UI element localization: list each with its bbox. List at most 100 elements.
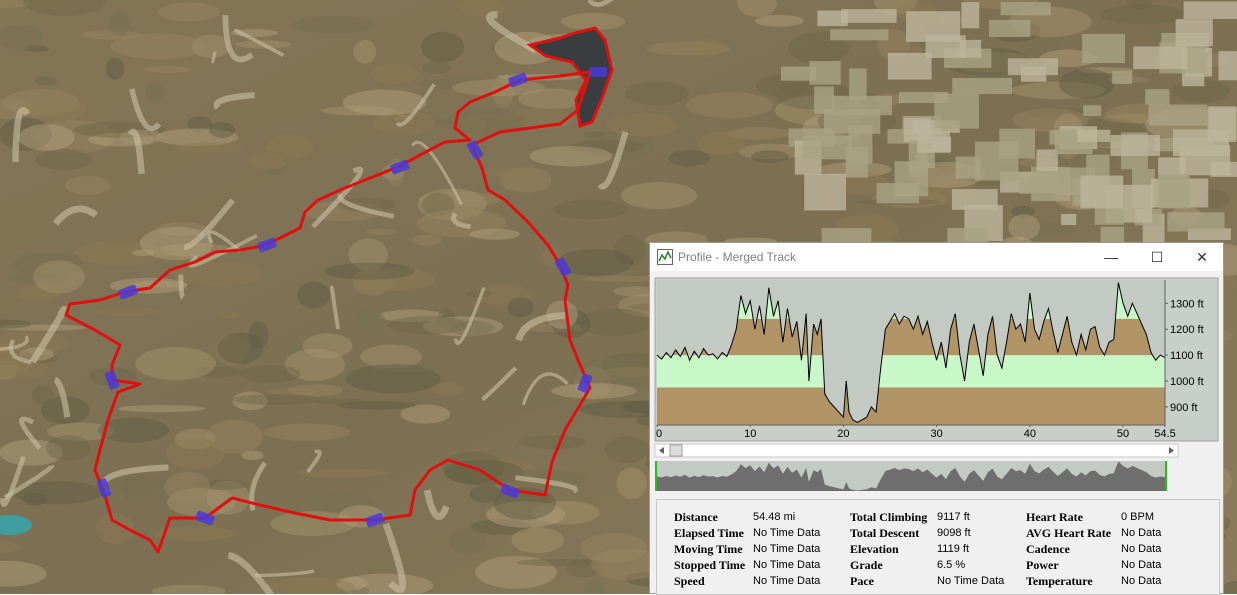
terrain-patch xyxy=(152,584,226,594)
terrain-patch xyxy=(154,526,236,541)
stat-label: Elevation xyxy=(850,542,899,556)
minimize-button[interactable]: — xyxy=(1104,249,1118,265)
farm-field xyxy=(1175,19,1213,47)
direction-arrow xyxy=(257,237,277,253)
terrain-patch xyxy=(157,2,221,22)
terrain-patch xyxy=(132,249,155,257)
terrain-patch xyxy=(590,548,664,581)
valley xyxy=(481,366,518,402)
stat-value: 9117 ft xyxy=(937,511,970,523)
terrain-patch xyxy=(12,480,104,505)
direction-arrow xyxy=(390,159,410,175)
stat-value: No Data xyxy=(1121,543,1162,555)
valley xyxy=(222,15,254,63)
terrain-patch xyxy=(470,518,532,535)
terrain-patch xyxy=(18,124,75,151)
valley xyxy=(19,416,42,450)
terrain-patch xyxy=(0,0,30,8)
terrain-patch xyxy=(360,344,423,369)
terrain-patch xyxy=(579,400,671,418)
terrain-patch xyxy=(73,121,166,138)
farm-field xyxy=(951,189,998,210)
terrain-patch xyxy=(606,113,679,137)
farm-field xyxy=(780,66,816,81)
terrain-patch xyxy=(119,129,165,145)
terrain-patch xyxy=(302,333,353,359)
terrain-patch xyxy=(613,234,646,267)
terrain-patch xyxy=(1125,0,1153,10)
stat-value: No Time Data xyxy=(753,527,821,539)
terrain-patch xyxy=(337,197,396,212)
terrain-patch xyxy=(192,34,230,59)
stat-value: 6.5 % xyxy=(937,559,966,571)
farm-field xyxy=(809,61,841,85)
terrain-patch xyxy=(232,391,268,411)
terrain-patch xyxy=(400,404,451,424)
terrain-patch xyxy=(296,468,389,478)
terrain-patch xyxy=(265,577,356,594)
terrain-patch xyxy=(0,344,35,377)
valley xyxy=(587,0,614,7)
terrain-patch xyxy=(13,253,84,277)
farm-field xyxy=(955,156,981,179)
terrain-patch xyxy=(625,81,689,106)
terrain-patch xyxy=(933,157,950,171)
terrain-patch xyxy=(248,151,288,170)
stat-label: AVG Heart Rate xyxy=(1026,526,1112,540)
valley xyxy=(329,285,341,330)
terrain-patch xyxy=(483,167,534,178)
direction-arrows xyxy=(96,67,607,528)
terrain-patch xyxy=(499,167,552,193)
valley xyxy=(382,522,406,593)
terrain-patch xyxy=(492,74,515,109)
terrain-patch xyxy=(560,12,626,31)
window-icon xyxy=(657,249,673,265)
valley xyxy=(597,131,629,190)
terrain-patch xyxy=(422,192,455,217)
farm-field xyxy=(1007,58,1058,76)
valley xyxy=(249,461,267,511)
terrain-patch xyxy=(351,267,435,291)
terrain-patch xyxy=(214,334,250,366)
terrain-patch xyxy=(31,385,54,405)
y-tick-label: 1100 ft xyxy=(1170,350,1203,362)
terrain-patch xyxy=(469,485,502,503)
stat-value: 1119 ft xyxy=(937,543,970,555)
x-tick-label: 10 xyxy=(744,428,756,440)
terrain-patch xyxy=(81,30,139,40)
valley xyxy=(515,475,578,494)
terrain-patch xyxy=(499,469,588,487)
terrain-patch xyxy=(529,145,613,167)
terrain-patch xyxy=(486,501,566,528)
terrain-patch xyxy=(101,477,172,496)
farm-field xyxy=(898,91,949,104)
terrain-patch xyxy=(604,436,650,464)
terrain-patch xyxy=(451,79,545,96)
x-tick-label: 0 xyxy=(656,428,662,440)
terrain-patch xyxy=(297,281,331,309)
terrain-patch xyxy=(353,39,377,64)
x-tick-label: 50 xyxy=(1117,428,1129,440)
terrain-patch xyxy=(572,357,657,390)
terrain-patch xyxy=(465,289,492,298)
terrain-patch xyxy=(322,105,397,116)
farm-field xyxy=(802,135,852,160)
terrain-patch xyxy=(0,560,47,587)
terrain-patch xyxy=(313,398,368,405)
terrain-patch xyxy=(266,387,317,396)
terrain-patch xyxy=(22,493,48,506)
maximize-button[interactable]: ☐ xyxy=(1150,249,1164,265)
terrain-patch xyxy=(581,131,655,160)
direction-arrow xyxy=(466,140,484,160)
terrain-patch xyxy=(0,439,64,466)
terrain-patch xyxy=(754,14,805,27)
valley xyxy=(213,92,255,110)
valley xyxy=(8,339,32,365)
terrain-patch xyxy=(287,384,344,397)
terrain-patch xyxy=(0,353,20,380)
terrain-patch xyxy=(1221,580,1237,594)
x-tick-label: 40 xyxy=(1024,428,1036,440)
close-button[interactable]: ✕ xyxy=(1196,249,1208,265)
terrain-patch xyxy=(387,316,468,335)
farm-field xyxy=(1036,149,1058,172)
